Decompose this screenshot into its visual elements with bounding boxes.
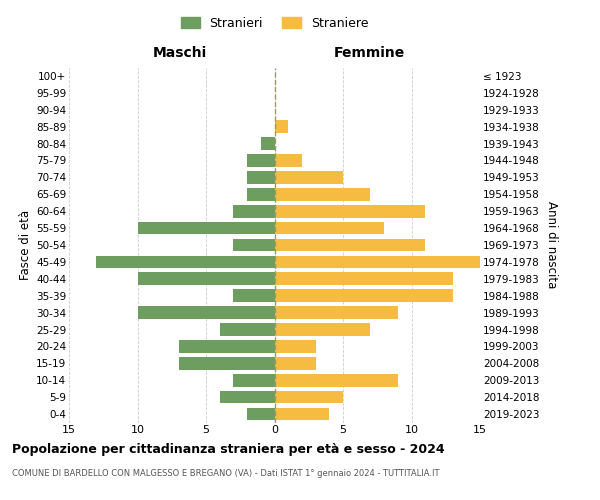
Bar — [275, 188, 370, 200]
Text: COMUNE DI BARDELLO CON MALGESSO E BREGANO (VA) - Dati ISTAT 1° gennaio 2024 - TU: COMUNE DI BARDELLO CON MALGESSO E BREGAN… — [12, 468, 439, 477]
Bar — [137, 222, 275, 234]
Bar — [275, 222, 384, 234]
Y-axis label: Fasce di età: Fasce di età — [19, 210, 32, 280]
Legend: Stranieri, Straniere: Stranieri, Straniere — [176, 12, 373, 34]
Text: Popolazione per cittadinanza straniera per età e sesso - 2024: Popolazione per cittadinanza straniera p… — [12, 442, 445, 456]
Bar — [179, 357, 275, 370]
Bar — [275, 205, 425, 218]
Y-axis label: Anni di nascita: Anni di nascita — [545, 202, 557, 288]
Bar — [220, 323, 275, 336]
Bar — [275, 238, 425, 252]
Bar — [179, 340, 275, 353]
Bar — [220, 391, 275, 404]
Bar — [275, 120, 288, 133]
Bar — [137, 306, 275, 319]
Bar — [97, 256, 275, 268]
Bar — [233, 238, 275, 252]
Bar — [247, 171, 275, 183]
Bar — [275, 340, 316, 353]
Bar — [275, 256, 480, 268]
Bar — [233, 374, 275, 386]
Bar — [261, 137, 275, 150]
Bar — [275, 154, 302, 167]
Bar — [275, 391, 343, 404]
Bar — [275, 290, 452, 302]
Bar — [275, 272, 452, 285]
Bar — [275, 408, 329, 420]
Text: Femmine: Femmine — [334, 46, 404, 60]
Bar — [275, 171, 343, 183]
Bar — [247, 408, 275, 420]
Bar — [275, 306, 398, 319]
Text: Maschi: Maschi — [153, 46, 207, 60]
Bar — [233, 205, 275, 218]
Bar — [233, 290, 275, 302]
Bar — [275, 374, 398, 386]
Bar — [275, 323, 370, 336]
Bar — [275, 357, 316, 370]
Bar — [247, 154, 275, 167]
Bar — [247, 188, 275, 200]
Bar — [137, 272, 275, 285]
